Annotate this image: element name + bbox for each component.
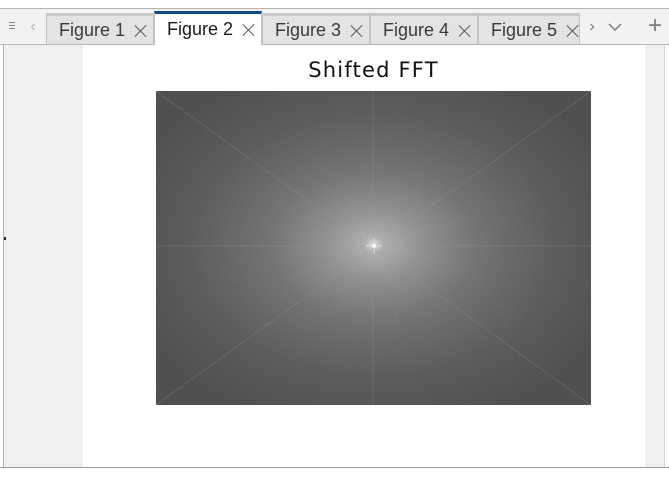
tab-label: Figure 4 bbox=[383, 19, 450, 40]
chevron-right-icon[interactable]: › bbox=[589, 18, 595, 35]
tab-figure-4[interactable]: Figure 4 bbox=[370, 13, 478, 44]
window-bottom-border bbox=[0, 467, 669, 468]
chevron-down-icon[interactable] bbox=[606, 19, 624, 35]
tab-figure-3[interactable]: Figure 3 bbox=[262, 13, 370, 44]
rail-marker bbox=[4, 237, 6, 240]
window-top-border bbox=[0, 8, 669, 9]
tab-label: Figure 5 bbox=[491, 19, 558, 40]
plus-icon[interactable]: + bbox=[647, 12, 662, 39]
fft-spectrum-image bbox=[156, 91, 591, 405]
figure-tab-strip: ‹ Figure 1 Figure 2 Figure 3 Figure 4 Fi… bbox=[0, 9, 669, 45]
close-icon[interactable] bbox=[566, 24, 579, 37]
close-icon[interactable] bbox=[242, 23, 255, 36]
menu-icon[interactable] bbox=[9, 22, 17, 31]
close-icon[interactable] bbox=[458, 24, 471, 37]
left-rail bbox=[0, 45, 4, 468]
chevron-left-icon[interactable]: ‹ bbox=[30, 18, 36, 35]
tab-label: Figure 2 bbox=[167, 19, 234, 39]
close-icon[interactable] bbox=[350, 24, 363, 37]
canvas-right-border bbox=[664, 45, 665, 468]
tab-figure-1[interactable]: Figure 1 bbox=[46, 13, 154, 44]
figure-title: Shifted FFT bbox=[308, 58, 439, 82]
tab-label: Figure 3 bbox=[275, 19, 342, 40]
tab-label: Figure 1 bbox=[59, 19, 126, 40]
tab-figure-5[interactable]: Figure 5 bbox=[478, 13, 580, 44]
close-icon[interactable] bbox=[134, 24, 147, 37]
tab-figure-2[interactable]: Figure 2 bbox=[154, 11, 262, 45]
